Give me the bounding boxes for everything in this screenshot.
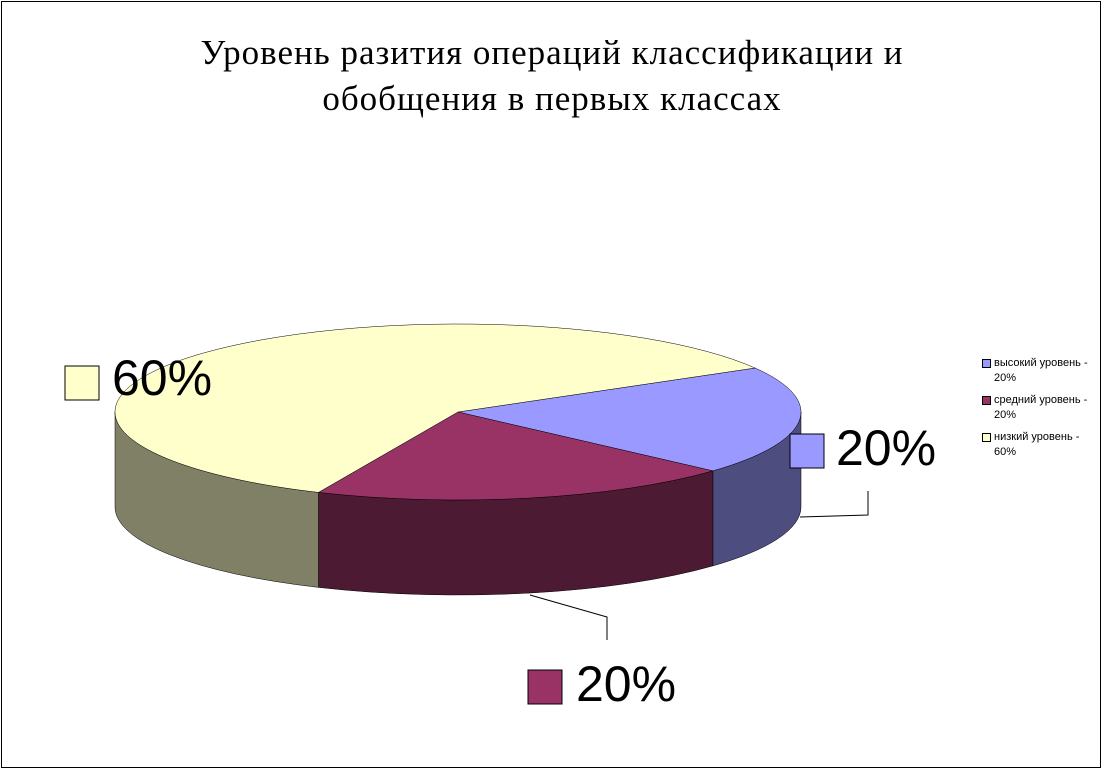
legend: высокий уровень - 20% средний уровень - 2… <box>980 356 1100 467</box>
legend-swatch <box>982 359 991 368</box>
leader-line <box>529 594 608 640</box>
value-label: 20% <box>836 420 936 476</box>
legend-label: низкий уровень - 60% <box>994 431 1080 458</box>
label-key <box>527 669 563 705</box>
label-key <box>64 365 100 401</box>
leader-line <box>799 491 869 518</box>
legend-item: средний уровень - 20% <box>980 393 1100 423</box>
legend-swatch <box>982 433 991 442</box>
slice <box>114 323 756 493</box>
slice <box>457 367 802 472</box>
legend-item: высокий уровень - 20% <box>980 356 1100 386</box>
value-label: 60% <box>112 350 212 406</box>
legend-label: высокий уровень - 20% <box>994 357 1088 384</box>
legend-swatch <box>982 396 991 405</box>
chart-title: Уровень разития операций классификации и… <box>200 33 904 118</box>
value-label: 20% <box>576 656 676 712</box>
legend-item: низкий уровень - 60% <box>980 430 1100 460</box>
label-key <box>789 433 825 469</box>
pie <box>114 323 802 596</box>
slice <box>317 411 713 501</box>
legend-label: средний уровень - 20% <box>994 394 1088 421</box>
